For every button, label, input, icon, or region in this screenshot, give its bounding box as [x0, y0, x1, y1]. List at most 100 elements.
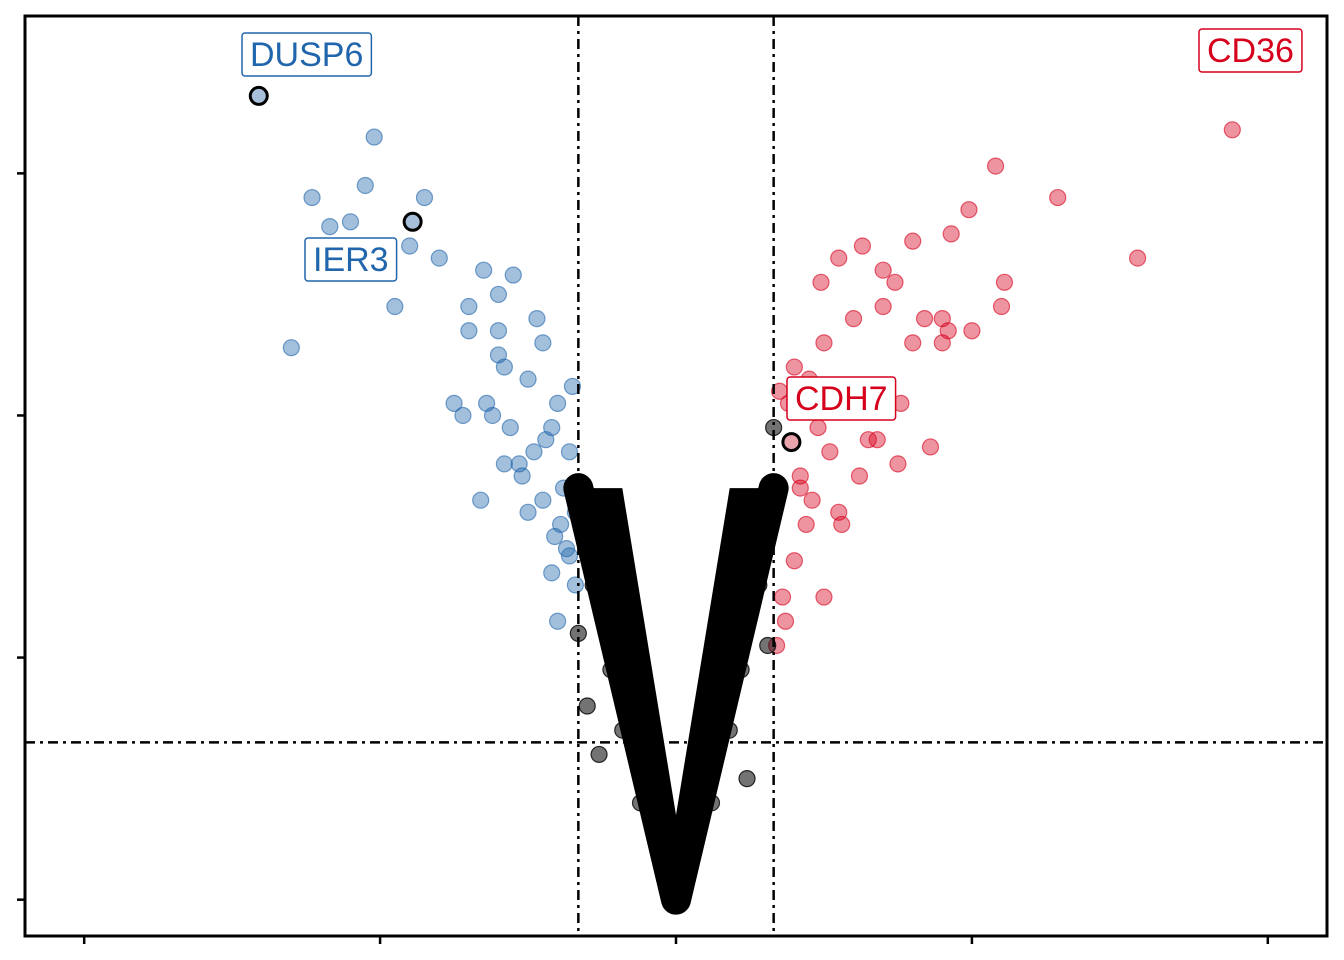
- point-up-14: [844, 310, 863, 328]
- point-not-significant-25: [578, 697, 596, 715]
- gene-label-box: [241, 32, 373, 77]
- point-up-2: [1049, 188, 1067, 207]
- point-down-0: [365, 128, 383, 146]
- point-up-24: [859, 431, 877, 449]
- series-up-points: [768, 121, 1241, 655]
- point-up-10: [960, 201, 978, 219]
- highlighted-point-1: [402, 211, 423, 232]
- point-up-32: [868, 431, 886, 449]
- point-up-20: [791, 467, 809, 485]
- point-up-37: [933, 334, 951, 352]
- point-not-significant-12: [741, 588, 759, 606]
- gene-label-text: CDH7: [795, 380, 888, 418]
- threshold-lines: [25, 16, 1327, 936]
- point-up-1: [986, 157, 1005, 175]
- point-up-11: [992, 297, 1011, 316]
- point-down-37: [510, 455, 528, 473]
- point-down-29: [560, 443, 579, 461]
- point-not-significant-8: [682, 830, 700, 848]
- point-not-significant-24: [750, 576, 768, 594]
- gene-label-3: CD36: [1198, 28, 1303, 73]
- point-up-13: [874, 297, 892, 316]
- point-up-30: [785, 552, 803, 570]
- point-not-significant-20: [691, 818, 709, 836]
- point-not-significant-9: [696, 770, 715, 788]
- point-down-9: [430, 249, 448, 267]
- point-down-25: [472, 491, 490, 509]
- point-up-42: [963, 322, 981, 340]
- gene-label-1: IER3: [304, 237, 398, 282]
- highlighted-point-2: [781, 432, 802, 453]
- highlighted-point-0: [248, 85, 269, 106]
- plot-frame: [23, 14, 1329, 938]
- point-down-41: [560, 547, 579, 565]
- gene-label-text: DUSP6: [250, 36, 363, 74]
- point-down-28: [537, 431, 555, 449]
- gene-label-text: IER3: [313, 241, 389, 279]
- point-down-46: [460, 297, 478, 316]
- series-down-points: [282, 128, 584, 630]
- point-down-38: [534, 491, 552, 509]
- point-not-significant-1: [578, 503, 596, 521]
- point-down-17: [519, 370, 537, 388]
- point-up-36: [904, 334, 922, 352]
- point-not-significant-19: [643, 818, 661, 836]
- point-up-46: [812, 273, 830, 291]
- point-up-5: [942, 225, 960, 243]
- point-not-significant-2: [593, 588, 611, 606]
- point-up-21: [809, 418, 827, 437]
- point-up-40: [874, 261, 892, 279]
- point-up-29: [797, 515, 815, 534]
- point-not-significant-21: [702, 794, 721, 812]
- gene-label-text: CD36: [1207, 32, 1294, 70]
- point-down-45: [566, 576, 584, 594]
- point-down-5: [415, 188, 434, 207]
- point-down-26: [454, 406, 472, 425]
- point-down-11: [504, 266, 522, 284]
- point-not-significant-6: [652, 830, 670, 848]
- point-down-22: [525, 443, 543, 461]
- point-down-34: [528, 310, 546, 328]
- point-down-30: [519, 503, 537, 521]
- point-down-31: [478, 394, 496, 412]
- point-down-27: [501, 418, 519, 437]
- point-not-significant-13: [756, 527, 774, 546]
- point-down-40: [549, 612, 567, 630]
- point-down-10: [475, 261, 493, 279]
- point-down-1: [282, 339, 300, 357]
- point-up-15: [815, 334, 833, 352]
- point-down-6: [401, 237, 419, 255]
- point-up-31: [773, 588, 792, 606]
- point-down-43: [495, 455, 513, 473]
- series-not-significant-points: [563, 473, 789, 915]
- point-down-19: [549, 394, 567, 412]
- point-up-8: [904, 232, 922, 250]
- point-not-significant-4: [623, 709, 641, 727]
- point-down-8: [341, 213, 360, 231]
- gene-labels: DUSP6 IER3 CDH7 CD36: [241, 28, 1303, 453]
- point-down-18: [534, 334, 552, 352]
- gene-label-box: [1198, 28, 1303, 73]
- point-down-39: [543, 564, 561, 582]
- point-up-43: [791, 479, 809, 497]
- point-up-38: [850, 467, 869, 485]
- point-down-20: [563, 377, 582, 396]
- point-down-7: [356, 176, 374, 195]
- point-up-0: [1223, 121, 1241, 139]
- point-down-13: [460, 322, 478, 340]
- point-not-significant-5: [637, 770, 656, 788]
- point-not-significant-16: [602, 661, 620, 679]
- point-not-significant-27: [738, 770, 756, 788]
- gene-label-box: [786, 376, 897, 421]
- point-up-7: [830, 249, 848, 267]
- point-down-2: [386, 297, 404, 316]
- gene-label-2: CDH7: [786, 376, 897, 421]
- point-not-significant-7: [667, 891, 685, 909]
- point-up-26: [921, 438, 940, 456]
- point-down-4: [321, 218, 339, 236]
- point-down-35: [546, 527, 564, 546]
- ns-density-fill: [578, 488, 774, 900]
- point-down-12: [489, 322, 508, 340]
- gene-label-box: [304, 237, 398, 282]
